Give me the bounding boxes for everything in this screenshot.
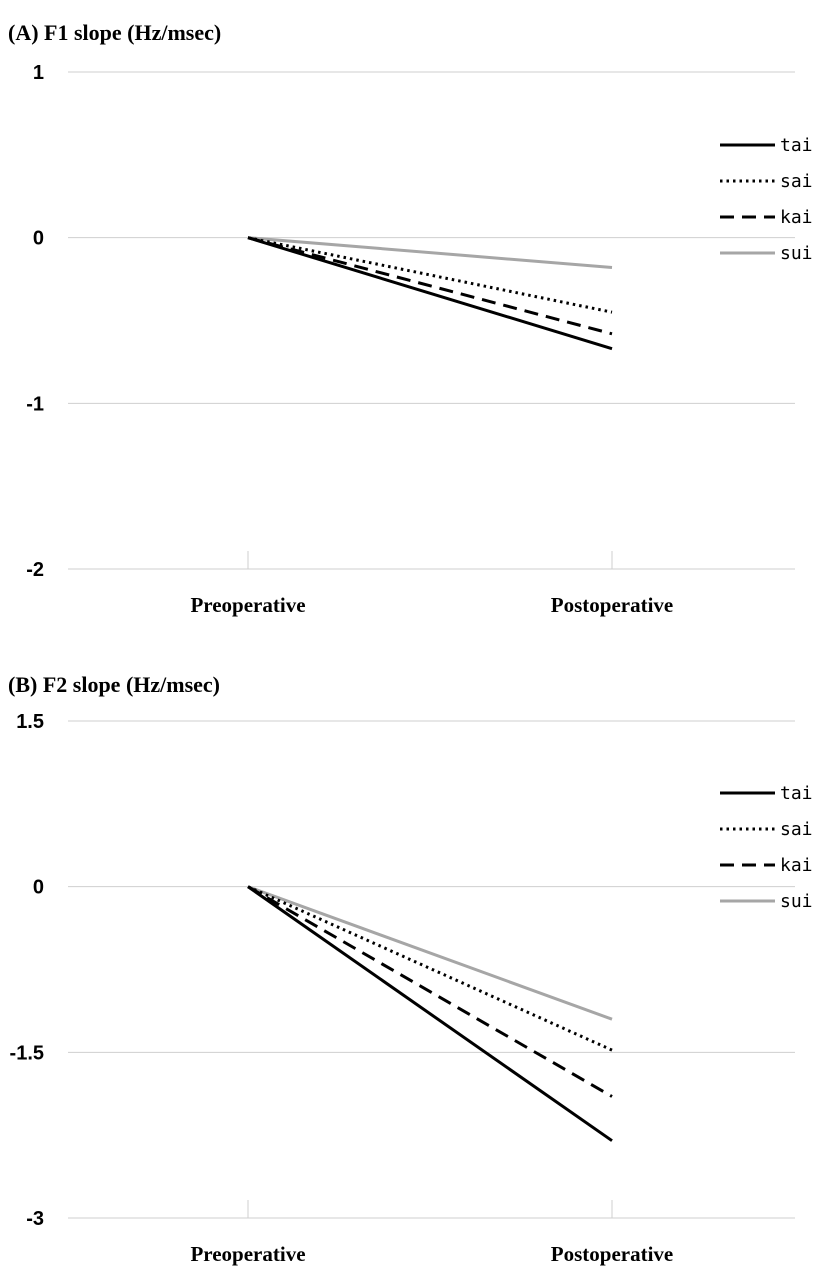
legend-label-tai: tai	[780, 783, 813, 804]
series-line-sai	[247, 236, 613, 314]
series-line-kai	[247, 236, 613, 336]
y-tick-label: 1.5	[16, 711, 44, 733]
y-tick-label: 0	[33, 877, 44, 899]
y-tick-label: -2	[26, 559, 44, 581]
legend-label-kai: kai	[780, 207, 813, 228]
x-tick-label: Postoperative	[551, 593, 673, 617]
legend-label-kai: kai	[780, 855, 813, 876]
panel-a-f1-slope-chart: (A) F1 slope (Hz/msec) 1 0 -1 -2 Preoperative…	[8, 20, 813, 617]
panel-b-f2-slope-chart: (B) F2 slope (Hz/msec) 1.5 0 -1.5 -3 Preopera…	[8, 672, 813, 1266]
chart-title: (A) F1 slope (Hz/msec)	[8, 20, 221, 45]
series-line-sui	[247, 885, 613, 1021]
chart-title: (B) F2 slope (Hz/msec)	[8, 672, 220, 697]
legend-label-sui: sui	[780, 891, 813, 912]
y-tick-label: 1	[33, 62, 44, 84]
y-tick-label: 0	[33, 228, 44, 250]
y-tick-label: -3	[26, 1208, 44, 1230]
legend-label-sai: sai	[780, 819, 813, 840]
series-line-tai	[247, 885, 613, 1142]
series-line-kai	[247, 885, 613, 1098]
x-tick-label: Preoperative	[190, 593, 305, 617]
legend-label-sai: sai	[780, 171, 813, 192]
y-tick-label: -1	[26, 393, 44, 415]
y-tick-label: -1.5	[10, 1042, 44, 1064]
x-tick-label: Preoperative	[190, 1242, 305, 1266]
series-line-tai	[247, 236, 613, 351]
legend-label-sui: sui	[780, 243, 813, 264]
series-line-sui	[247, 236, 613, 269]
legend-label-tai: tai	[780, 135, 813, 156]
series-line-sai	[247, 885, 613, 1052]
x-tick-label: Postoperative	[551, 1242, 673, 1266]
